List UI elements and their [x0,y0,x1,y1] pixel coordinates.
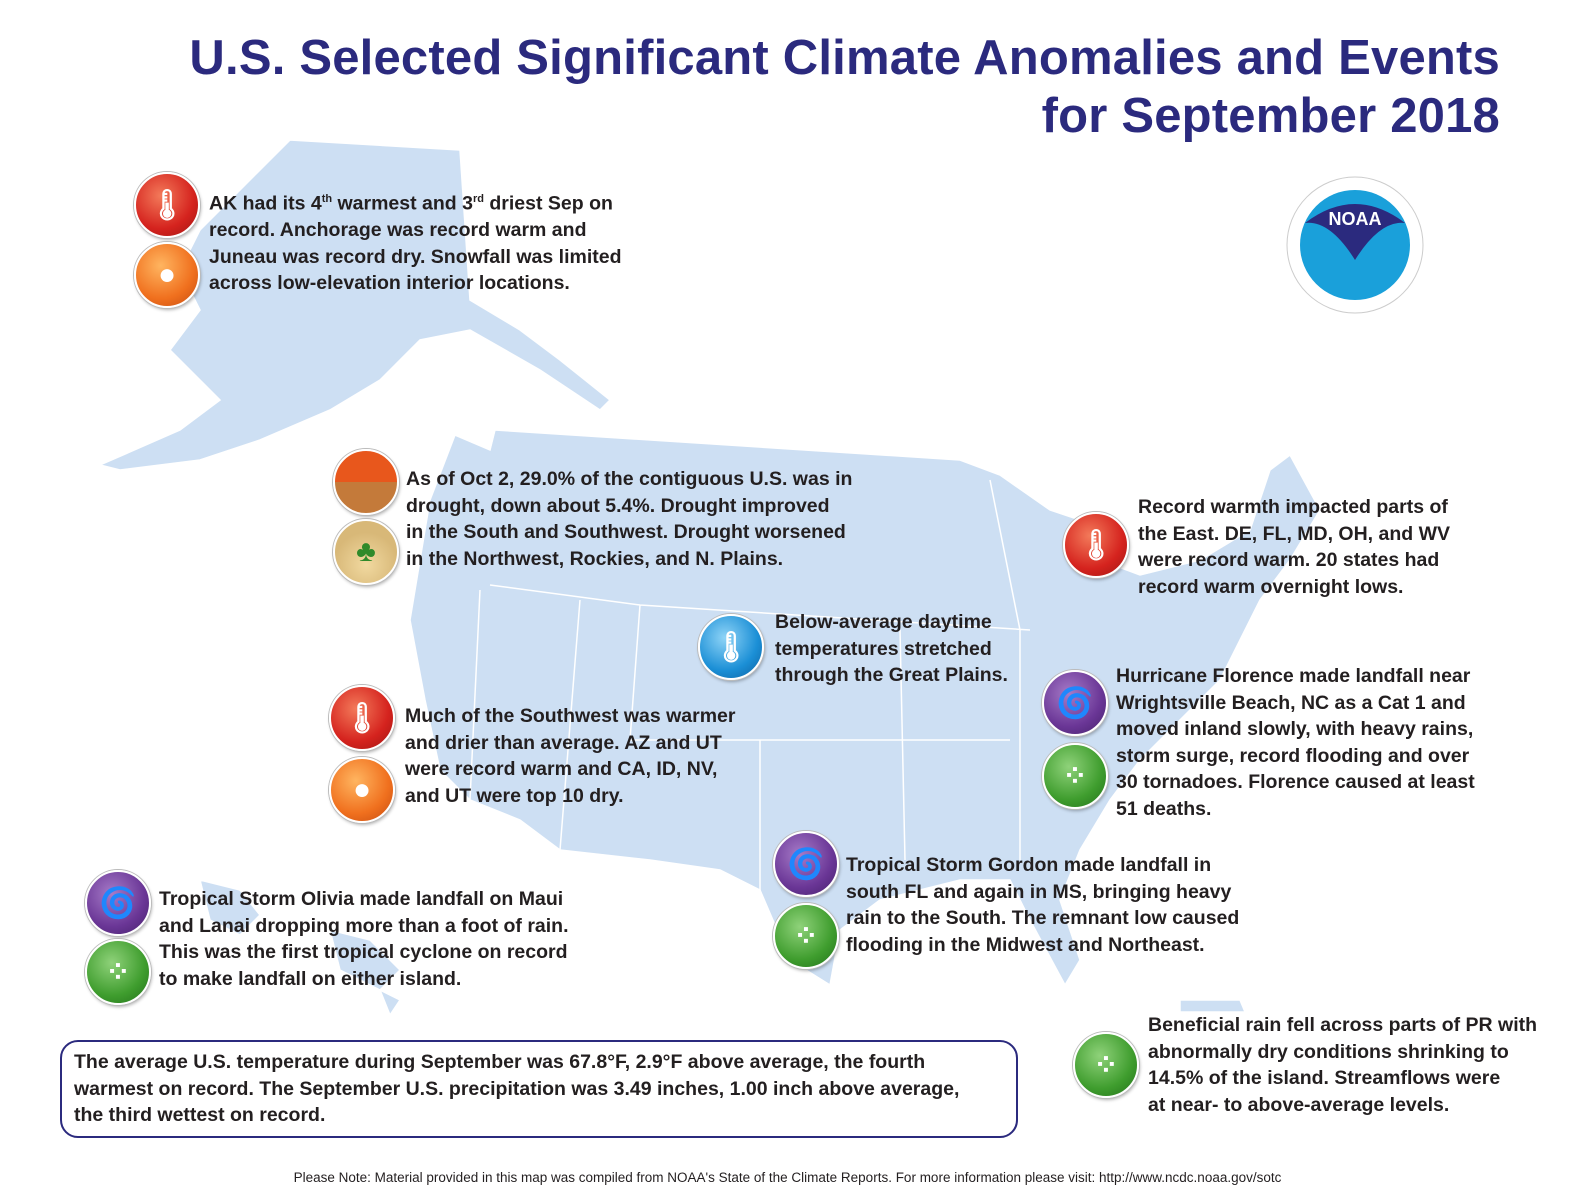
noaa-logo-text: NOAA [1329,209,1382,229]
gordon-text: Tropical Storm Gordon made landfall in so… [846,854,1240,956]
dry-drop-icon: ● [329,757,395,823]
hurricane-icon: 🌀 [773,831,839,897]
cold-thermometer-icon: 🌡 [698,614,764,680]
drought-improvement-plant-icon: ♣ [333,519,399,585]
hawaii-shape [198,878,402,1017]
title-line-2: for September 2018 [1041,89,1500,143]
dry-drop-icon: ● [134,242,200,308]
olivia-text: Tropical Storm Olivia made landfall on M… [159,888,569,990]
warm-thermometer-icon: 🌡 [329,685,395,751]
heavy-rain-icon: ⁘ [1042,743,1108,809]
southwest-text: Much of the Southwest was warmer and drie… [405,705,736,807]
alaska-shape [97,139,612,471]
puerto-rico-shape [1179,999,1247,1013]
state-borders [469,479,1031,900]
noaa-logo: NOAA [1286,176,1424,314]
east-text: Record warmth impacted parts of the East.… [1138,496,1451,598]
alaska-text: AK had its 4th warmest and 3rd driest Se… [209,192,622,295]
heavy-rain-icon: ⁘ [773,903,839,969]
footer-note: Please Note: Material provided in this m… [293,1170,1282,1185]
puerto-rico-text: Beneficial rain fell across parts of PR … [1148,1014,1538,1116]
warm-thermometer-icon: 🌡 [134,172,200,238]
heavy-rain-icon: ⁘ [1073,1032,1139,1098]
hurricane-icon: 🌀 [85,870,151,936]
national-summary-box: The average U.S. temperature during Sept… [60,1040,1018,1138]
florence-text: Hurricane Florence made landfall near Wri… [1116,665,1475,820]
drought-text: As of Oct 2, 29.0% of the contiguous U.S… [406,468,853,570]
title-line-1: U.S. Selected Significant Climate Anomal… [189,31,1500,85]
plains-text: Below-average daytime temperatures stretc… [775,611,1008,686]
heavy-rain-icon: ⁘ [85,939,151,1005]
hurricane-icon: 🌀 [1042,670,1108,736]
warm-thermometer-icon: 🌡 [1063,512,1129,578]
drought-cracked-earth-icon [333,449,399,515]
